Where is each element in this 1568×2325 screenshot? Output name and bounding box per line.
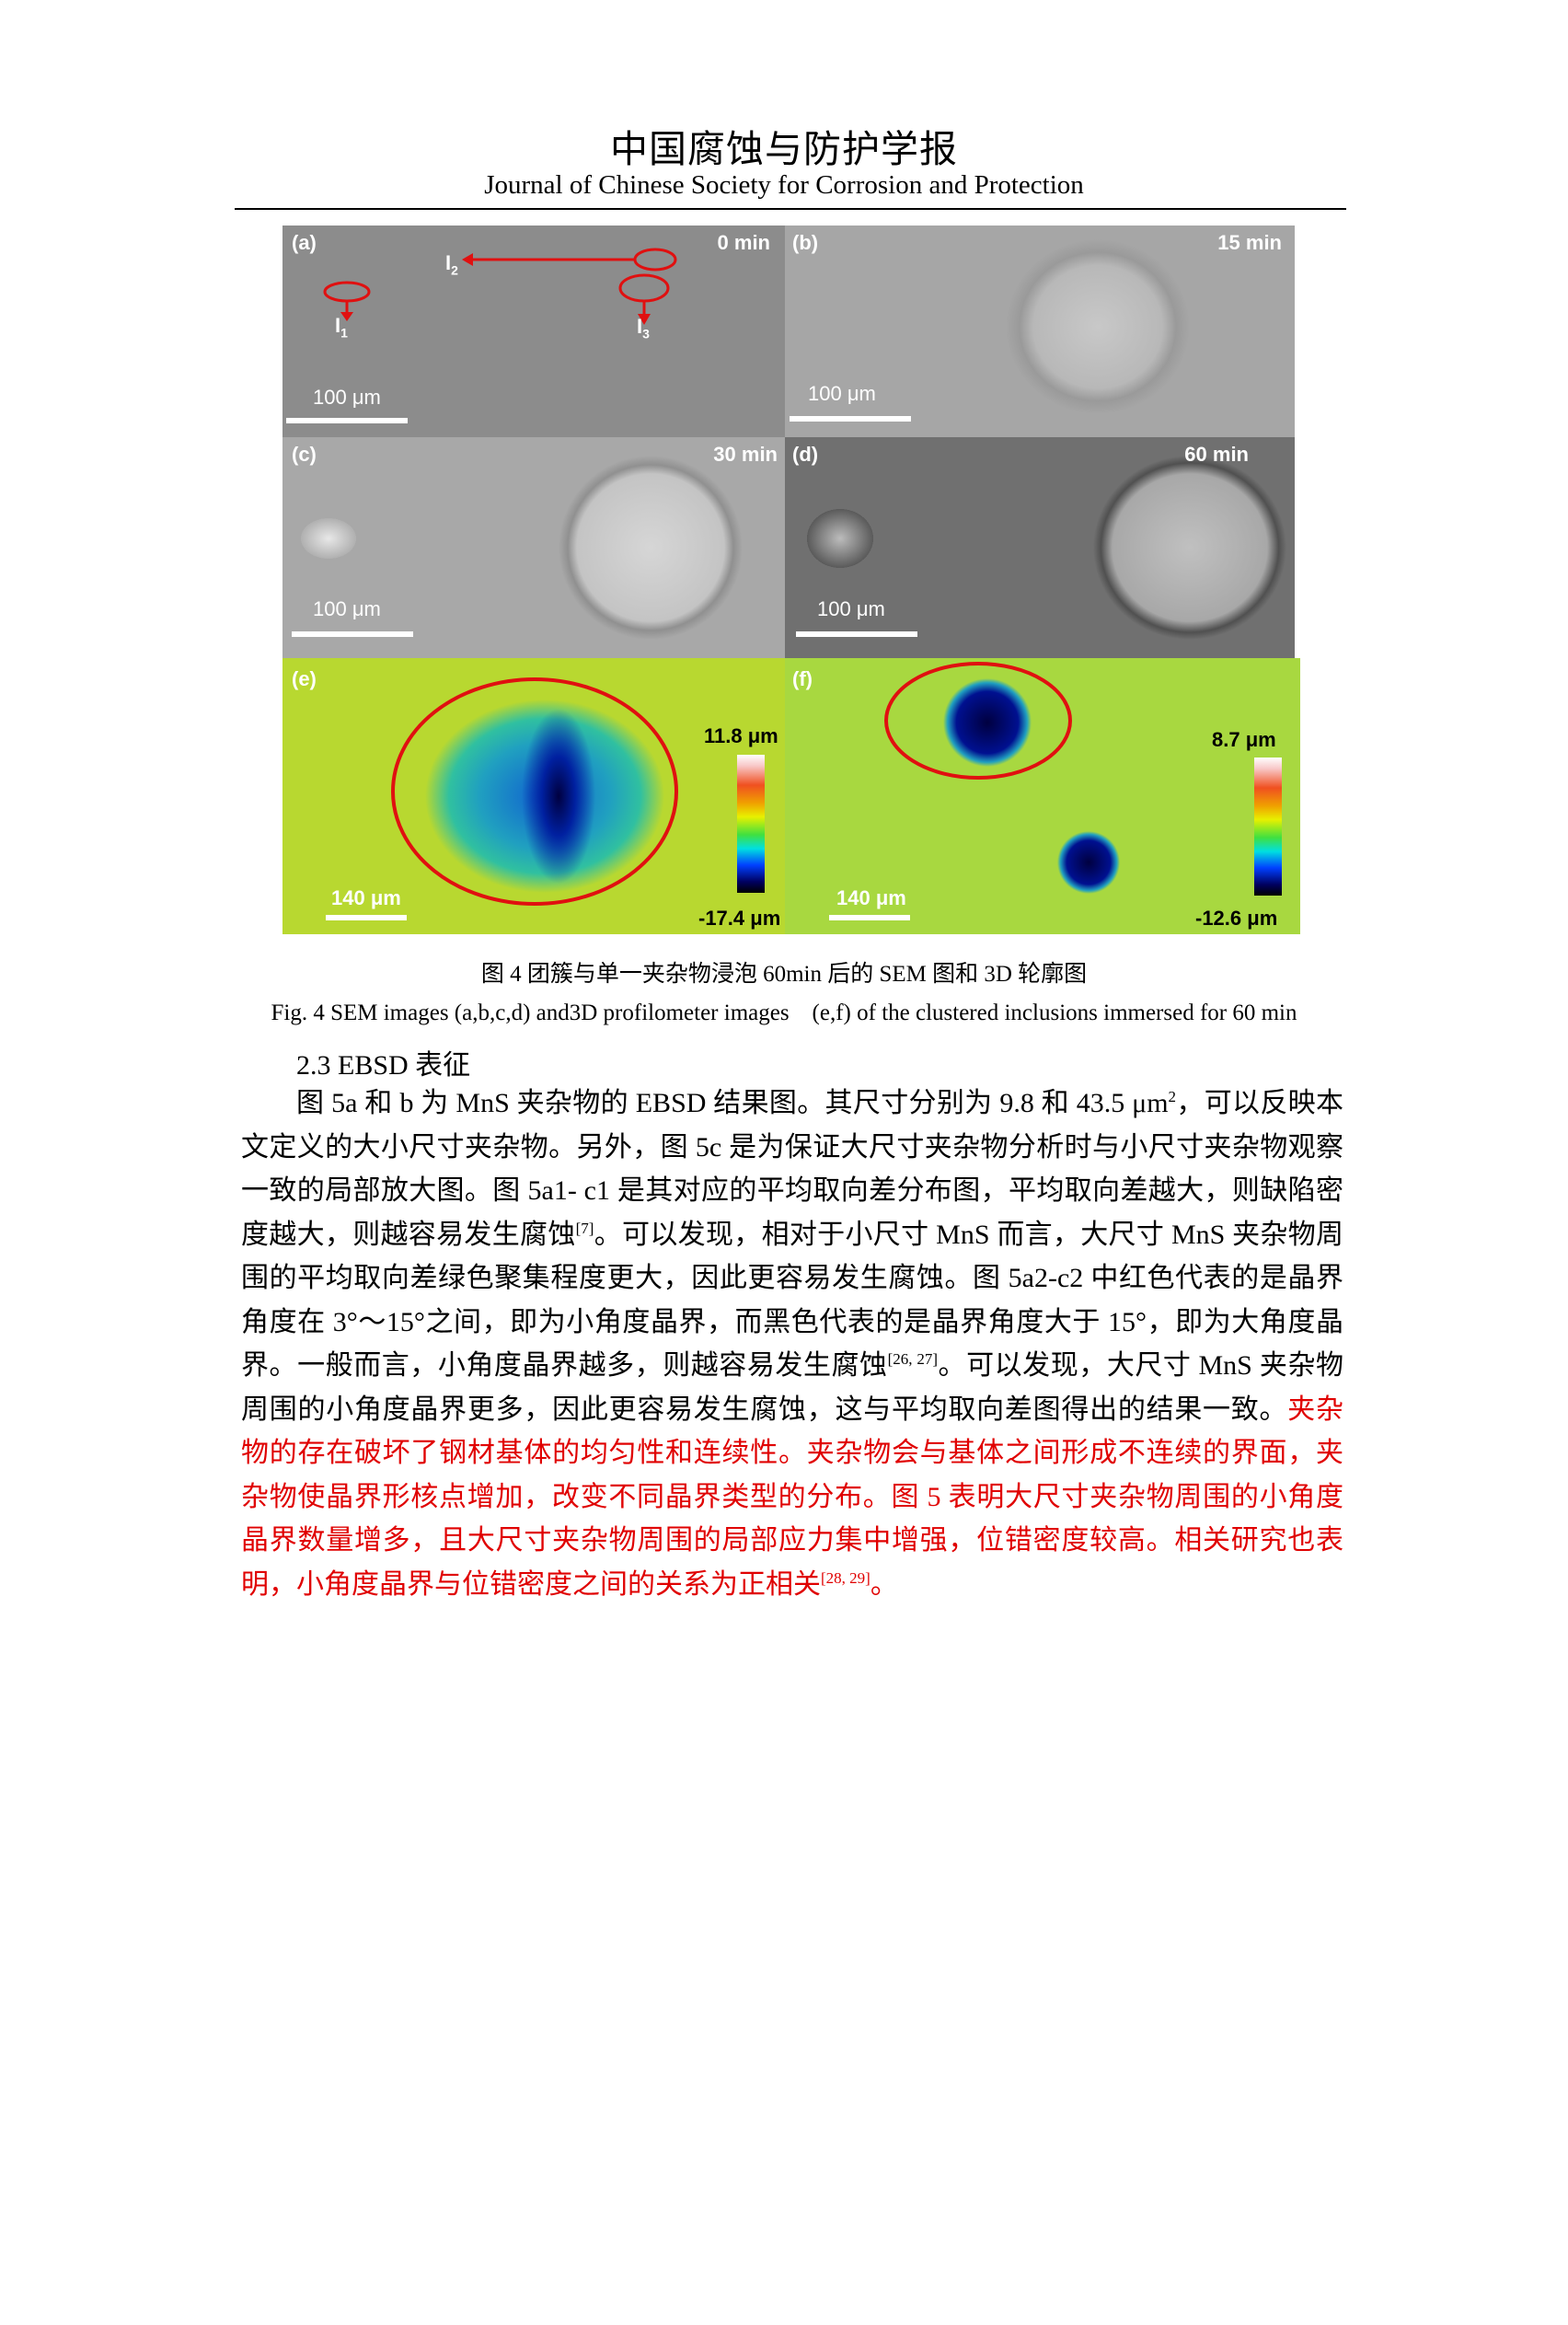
- marker-sub: 3: [642, 326, 650, 341]
- scale-label: 140 μm: [836, 886, 906, 909]
- scale-bar: [790, 416, 911, 422]
- inclusion-annotations: [323, 248, 677, 325]
- figure-4: (a) 0 min I1 I2 I3 100 μm (b) 15 min 100…: [282, 226, 1300, 934]
- citation: [26, 27]: [887, 1350, 938, 1368]
- panel-c: (c) 30 min 100 μm: [282, 437, 785, 658]
- time-label: 15 min: [1217, 231, 1282, 254]
- marker-sub: 2: [451, 262, 458, 278]
- colorbar-max: 8.7 μm: [1212, 728, 1276, 751]
- marker-I2: I: [445, 251, 452, 274]
- citation: [7]: [575, 1219, 594, 1237]
- scale-label: 100 μm: [808, 382, 876, 405]
- panel-label: (a): [292, 231, 317, 254]
- text: 图 5a 和 b 为 MnS 夹杂物的 EBSD 结果图。其尺寸分别为 9.8 …: [296, 1088, 1169, 1118]
- panel-a: (a) 0 min I1 I2 I3 100 μm: [282, 226, 785, 437]
- time-label: 30 min: [713, 443, 778, 466]
- scale-bar: [829, 915, 910, 920]
- colorbar-max: 11.8 μm: [704, 724, 778, 747]
- panel-label: (e): [292, 667, 317, 690]
- scale-label: 100 μm: [313, 386, 381, 409]
- journal-title-cn: 中国腐蚀与防护学报: [610, 128, 958, 170]
- scale-label: 100 μm: [817, 597, 885, 620]
- colorbar-min: -17.4 μm: [698, 907, 781, 930]
- text: 。可以发现，相对于小尺寸 MnS 而言，大尺寸 MnS 夹杂物周围的平均取向差绿…: [241, 1219, 1344, 1382]
- highlighted-text: 。: [870, 1568, 898, 1600]
- scale-label: 100 μm: [313, 597, 381, 620]
- section-paragraph: 图 5a 和 b 为 MnS 夹杂物的 EBSD 结果图。其尺寸分别为 9.8 …: [241, 1082, 1343, 1606]
- colorbar: [737, 755, 765, 893]
- panel-e: (e) 11.8 μm -17.4 μm 140 μm: [282, 658, 785, 934]
- corrosion-circle: [884, 662, 1072, 780]
- scale-label: 140 μm: [331, 886, 401, 909]
- highlighted-text: 夹杂物的存在破坏了钢材基体的均匀性和连续性。夹杂物会与基体之间形成不连续的界面，…: [241, 1394, 1344, 1600]
- header-rule: [235, 208, 1346, 210]
- time-label: 0 min: [717, 231, 770, 254]
- colorbar: [1254, 758, 1282, 896]
- panel-label: (c): [292, 443, 317, 466]
- scale-bar: [326, 915, 407, 920]
- section-heading: 2.3 EBSD 表征: [296, 1050, 471, 1081]
- text: 。可以发现，大尺寸 MnS 夹杂物周围的小角度晶界更多，因此更容易发生腐蚀，这与…: [241, 1350, 1344, 1425]
- panel-label: (d): [792, 443, 819, 466]
- text: ，可以反映本文定义的大小尺寸夹杂物。另外，图 5c 是为保证大尺寸夹杂物分析时与…: [241, 1088, 1343, 1250]
- marker-I3: I: [637, 315, 643, 338]
- panel-f: (f) 8.7 μm -12.6 μm 140 μm: [785, 658, 1300, 934]
- corrosion-circle: [391, 677, 678, 906]
- journal-title-en: Journal of Chinese Society for Corrosion…: [484, 170, 1084, 200]
- marker-sub: 1: [340, 325, 348, 341]
- panel-b: (b) 15 min 100 μm: [785, 226, 1295, 437]
- scale-bar: [796, 631, 917, 637]
- time-label: 60 min: [1184, 443, 1249, 466]
- panel-label: (b): [792, 231, 819, 254]
- caption-en: Fig. 4 SEM images (a,b,c,d) and3D profil…: [271, 1001, 1297, 1025]
- scale-bar: [292, 631, 413, 637]
- colorbar-min: -12.6 μm: [1195, 907, 1278, 930]
- panel-label: (f): [792, 667, 813, 690]
- marker-I1: I: [335, 314, 341, 337]
- caption-cn: 图 4 团簇与单一夹杂物浸泡 60min 后的 SEM 图和 3D 轮廓图: [480, 962, 1088, 987]
- citation: [28, 29]: [821, 1568, 870, 1587]
- panel-d: (d) 60 min 100 μm: [785, 437, 1295, 658]
- superscript: 2: [1168, 1088, 1177, 1105]
- scale-bar: [286, 418, 408, 423]
